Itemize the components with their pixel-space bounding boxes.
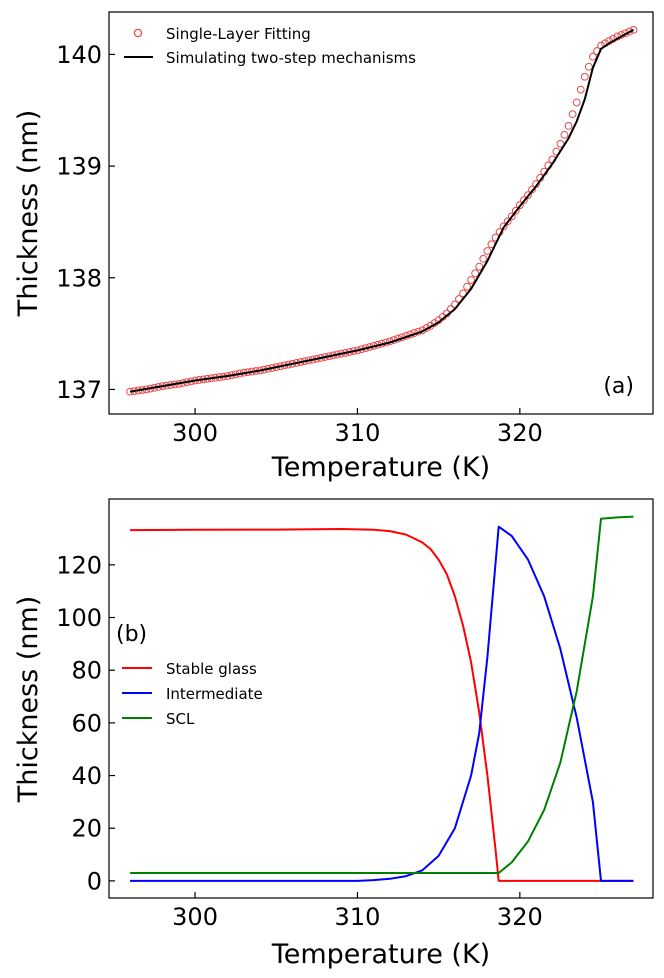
data-point xyxy=(572,98,581,107)
y-tick-label: 139 xyxy=(56,153,102,181)
panel-a-plot-area xyxy=(126,25,638,396)
data-point xyxy=(479,254,488,263)
series-line-simulating-two-step-mechanisms xyxy=(129,29,634,393)
panel-a-x-ticks: 300 310 320 xyxy=(172,408,543,447)
series-line-scl xyxy=(130,515,634,874)
data-point xyxy=(511,206,520,215)
x-tick-label: 310 xyxy=(335,419,381,447)
data-point xyxy=(580,72,589,81)
data-point xyxy=(471,269,480,278)
data-point xyxy=(629,25,638,34)
panel-a-legend: Single-Layer Fitting Simulating two-step… xyxy=(124,25,416,67)
data-point xyxy=(625,27,634,36)
data-point xyxy=(524,191,532,200)
panel-b-y-axis-label: Thickness (nm) xyxy=(13,596,44,804)
panel-a: 300 310 320 137 138 139 140 Temperature (K) T… xyxy=(13,11,654,483)
series-line-stable-glass xyxy=(130,528,634,882)
y-tick-label: 138 xyxy=(56,264,102,292)
y-tick-label: 100 xyxy=(56,604,102,632)
data-point xyxy=(589,52,597,61)
x-tick-label: 300 xyxy=(172,903,218,931)
panel-b-x-axis-label: Temperature (K) xyxy=(271,939,490,970)
panel-a-label: (a) xyxy=(603,374,634,399)
x-tick-label: 310 xyxy=(335,903,381,931)
data-point xyxy=(483,247,492,255)
legend-label-scl: SCL xyxy=(166,710,195,728)
panel-b-x-ticks: 300 310 320 xyxy=(172,892,543,931)
data-point xyxy=(503,217,512,226)
panel-b-label: (b) xyxy=(116,622,147,647)
data-point xyxy=(475,262,484,271)
legend-label-simulating-two-step: Simulating two-step mechanisms xyxy=(166,49,416,67)
legend-label-single-layer-fitting: Single-Layer Fitting xyxy=(166,25,311,43)
legend-label-intermediate: Intermediate xyxy=(166,685,263,703)
data-point xyxy=(467,276,476,284)
panel-b-frame xyxy=(108,498,654,899)
y-tick-label: 140 xyxy=(56,41,102,69)
series-line-intermediate xyxy=(130,525,634,882)
y-tick-label: 120 xyxy=(56,551,102,579)
x-tick-label: 300 xyxy=(172,419,218,447)
data-point xyxy=(507,212,516,221)
data-point xyxy=(576,85,585,94)
x-tick-label: 320 xyxy=(497,419,543,447)
y-tick-label: 0 xyxy=(87,867,102,895)
data-point xyxy=(499,222,508,231)
data-point xyxy=(515,201,524,210)
panel-a-frame xyxy=(108,11,654,415)
panel-a-y-axis-label: Thickness (nm) xyxy=(13,110,44,318)
data-point xyxy=(520,196,528,205)
panel-b-plot-area xyxy=(130,515,634,882)
data-point xyxy=(568,110,577,119)
data-point xyxy=(528,185,536,194)
panel-a-x-axis-label: Temperature (K) xyxy=(271,452,490,483)
data-point xyxy=(560,130,569,139)
panel-b-legend: Stable glass Intermediate SCL xyxy=(122,660,263,728)
series-single-layer-fitting xyxy=(126,25,638,396)
y-tick-label: 20 xyxy=(71,815,102,843)
y-tick-label: 137 xyxy=(56,376,102,404)
data-point xyxy=(463,282,471,291)
x-tick-label: 320 xyxy=(497,903,543,931)
y-tick-label: 40 xyxy=(71,762,102,790)
panel-b: 300 310 320 0 20 40 60 80 100 120 Temperature (K… xyxy=(13,498,654,970)
legend-marker-single-layer-fitting xyxy=(133,28,143,38)
panel-a-y-ticks: 137 138 139 140 xyxy=(56,41,115,404)
data-point xyxy=(556,139,565,148)
panel-b-y-ticks: 0 20 40 60 80 100 120 xyxy=(56,551,115,895)
legend-label-stable-glass: Stable glass xyxy=(166,660,257,678)
y-tick-label: 60 xyxy=(71,709,102,737)
data-point xyxy=(584,62,593,71)
data-point xyxy=(564,122,573,130)
y-tick-label: 80 xyxy=(71,657,102,685)
